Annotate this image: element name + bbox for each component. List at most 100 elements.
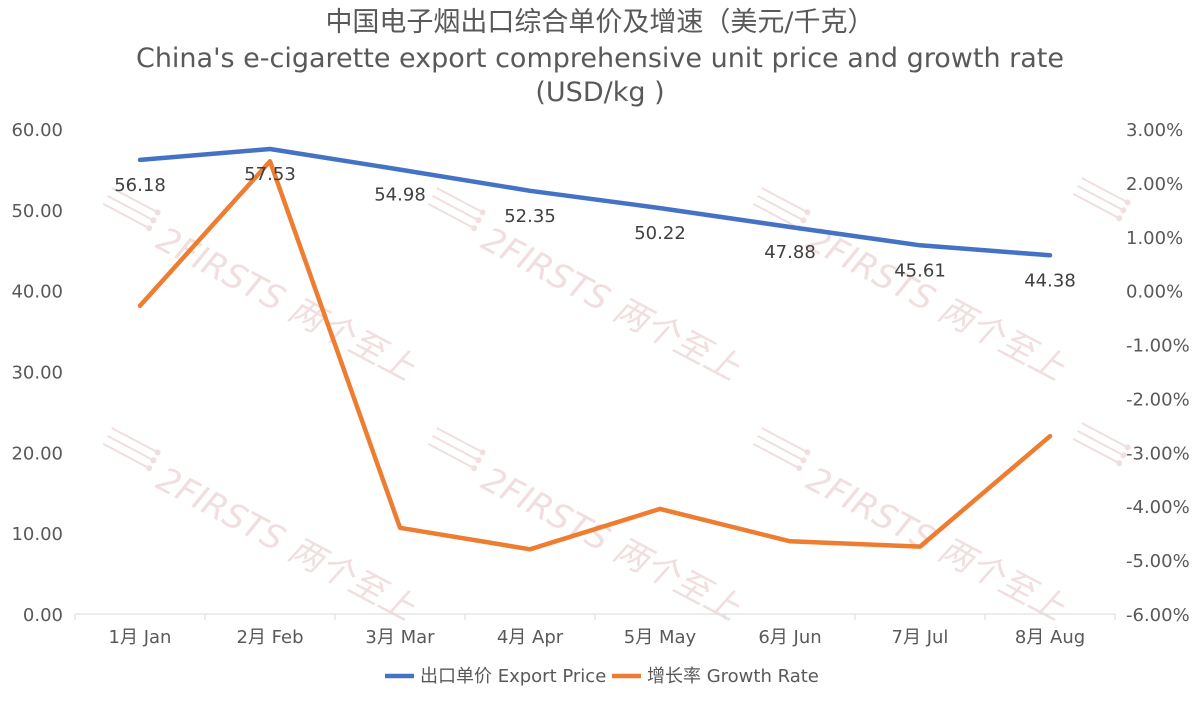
watermark-dot bbox=[796, 465, 803, 472]
watermark-dot bbox=[800, 217, 807, 224]
watermark-text: 2FIRSTS 两个至上 bbox=[150, 459, 422, 629]
data-label-export-price: 57.53 bbox=[244, 164, 296, 185]
data-label-export-price: 56.18 bbox=[114, 175, 166, 196]
watermark-text: 2FIRSTS 两个至上 bbox=[475, 219, 747, 389]
data-label-export-price: 47.88 bbox=[764, 242, 816, 263]
data-label-export-price: 45.61 bbox=[894, 260, 946, 281]
watermark-dot bbox=[154, 209, 161, 216]
y-right-tick-label: -4.00% bbox=[1126, 497, 1190, 518]
y-right-tick-label: -1.00% bbox=[1126, 336, 1190, 357]
watermark-dot bbox=[1120, 207, 1127, 214]
y-left-tick-label: 10.00 bbox=[11, 524, 63, 545]
watermark-stroke bbox=[757, 195, 803, 221]
watermark-dot bbox=[150, 457, 157, 464]
y-right-tick-label: -2.00% bbox=[1126, 389, 1190, 410]
watermark-dot bbox=[479, 209, 486, 216]
watermark-stroke bbox=[111, 427, 157, 453]
watermark-stroke bbox=[107, 195, 153, 221]
x-tick-label: 1月 Jan bbox=[109, 627, 172, 648]
watermark-dot bbox=[150, 217, 157, 224]
watermark-stroke bbox=[757, 435, 803, 461]
series-point-export-price bbox=[1048, 253, 1052, 258]
watermark-stroke bbox=[102, 202, 148, 229]
watermark-text: 2FIRSTS 两个至上 bbox=[475, 459, 747, 629]
x-tick-label: 8月 Aug bbox=[1015, 627, 1085, 648]
x-tick-label: 4月 Apr bbox=[497, 627, 564, 648]
series-point-growth-rate bbox=[918, 544, 922, 549]
watermark-dot bbox=[471, 225, 478, 232]
watermark-dot bbox=[475, 217, 482, 224]
axes: 0.00 10.00 20.00 30.00 40.00 50.00 60.00 -6.00%… bbox=[11, 120, 1189, 648]
watermark-text: 2FIRSTS 两个至上 bbox=[150, 219, 422, 389]
data-labels: 56.18 57.53 54.98 52.35 50.22 47.88 45.61 44.38 bbox=[114, 164, 1076, 291]
watermark-dot bbox=[1124, 444, 1131, 451]
y-left-tick-label: 60.00 bbox=[11, 120, 63, 141]
watermark-stroke bbox=[1077, 185, 1123, 211]
y-right-tick-label: 0.00% bbox=[1126, 282, 1183, 303]
x-tick-label: 6月 Jun bbox=[758, 627, 821, 648]
watermark-stroke bbox=[427, 202, 473, 229]
data-label-export-price: 44.38 bbox=[1024, 270, 1076, 291]
watermark-dot bbox=[475, 457, 482, 464]
chart-title-en: China's e-cigarette export comprehensive… bbox=[135, 43, 1065, 74]
y-right-tick-label: 2.00% bbox=[1126, 174, 1183, 195]
watermark bbox=[1072, 177, 1131, 222]
x-tick-label: 5月 May bbox=[624, 627, 697, 648]
watermark-stroke bbox=[1081, 422, 1127, 448]
data-label-export-price: 52.35 bbox=[504, 206, 556, 227]
series-point-growth-rate bbox=[528, 547, 532, 552]
series-point-export-price bbox=[398, 167, 402, 172]
series-layer bbox=[137, 146, 1053, 552]
watermark-stroke bbox=[752, 202, 798, 229]
watermark-dot bbox=[1124, 199, 1131, 206]
y-right-tick-label: 1.00% bbox=[1126, 228, 1183, 249]
series-point-growth-rate bbox=[1048, 434, 1052, 439]
legend: 出口单价 Export Price 增长率 Growth Rate bbox=[385, 666, 819, 687]
y-left-tick-label: 40.00 bbox=[11, 282, 63, 303]
series-point-export-price bbox=[268, 146, 272, 151]
watermark-stroke bbox=[1081, 177, 1127, 203]
y-right-tick-label: -6.00% bbox=[1126, 605, 1190, 626]
x-tick-label: 3月 Mar bbox=[365, 627, 435, 648]
watermark-dot bbox=[154, 449, 161, 456]
watermark-dot bbox=[1116, 460, 1123, 467]
data-label-export-price: 50.22 bbox=[634, 223, 686, 244]
series-point-export-price bbox=[138, 157, 142, 162]
watermark-stroke bbox=[761, 187, 807, 213]
y-left-tick-label: 0.00 bbox=[23, 605, 63, 626]
y-right-tick-label: -5.00% bbox=[1126, 551, 1190, 572]
x-tick-label: 7月 Jul bbox=[892, 627, 949, 648]
watermark-stroke bbox=[102, 442, 148, 469]
watermark-dot bbox=[479, 449, 486, 456]
watermark bbox=[1072, 422, 1131, 467]
watermark-stroke bbox=[432, 435, 478, 461]
watermark-layer: 2FIRSTS 两个至上 2FIRSTS 两个至上 2FIRSTS 两个至上 2FIR… bbox=[102, 177, 1131, 629]
watermark-stroke bbox=[1077, 430, 1123, 456]
series-point-growth-rate bbox=[658, 506, 662, 511]
watermark-dot bbox=[146, 225, 153, 232]
watermark-dot bbox=[1116, 215, 1123, 222]
watermark: 2FIRSTS 两个至上 bbox=[102, 187, 422, 389]
series-line-growth-rate bbox=[137, 159, 1053, 552]
series-point-growth-rate bbox=[138, 303, 142, 308]
series-point-export-price bbox=[658, 206, 662, 211]
data-label-export-price: 54.98 bbox=[374, 185, 426, 206]
watermark-stroke bbox=[1072, 437, 1118, 464]
watermark-stroke bbox=[752, 442, 798, 469]
watermark-stroke bbox=[761, 427, 807, 453]
watermark-stroke bbox=[432, 195, 478, 221]
watermark-stroke bbox=[427, 442, 473, 469]
x-tick-label: 2月 Feb bbox=[236, 627, 303, 648]
watermark-dot bbox=[471, 465, 478, 472]
series-point-growth-rate bbox=[268, 159, 272, 164]
chart-title-cn: 中国电子烟出口综合单价及增速（美元/千克） bbox=[325, 7, 875, 38]
series-point-export-price bbox=[918, 243, 922, 248]
watermark-dot bbox=[804, 449, 811, 456]
watermark-dot bbox=[800, 457, 807, 464]
watermark-dot bbox=[804, 209, 811, 216]
y-left-tick-label: 20.00 bbox=[11, 443, 63, 464]
series-point-export-price bbox=[788, 224, 792, 229]
watermark: 2FIRSTS 两个至上 bbox=[427, 427, 747, 629]
watermark-stroke bbox=[111, 187, 157, 213]
